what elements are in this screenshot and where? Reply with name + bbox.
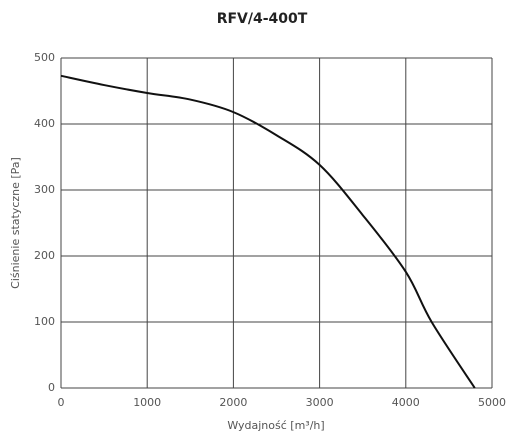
y-tick-label: 300 — [34, 183, 55, 196]
y-axis-title: Ciśnienie statyczne [Pa] — [9, 157, 22, 289]
y-tick-label: 500 — [34, 51, 55, 64]
y-tick-label: 400 — [34, 117, 55, 130]
x-tick-label: 5000 — [478, 396, 506, 409]
x-tick-label: 0 — [58, 396, 65, 409]
curve — [60, 74, 476, 389]
x-tick-label: 2000 — [219, 396, 247, 409]
y-tick-label: 0 — [48, 381, 55, 394]
chart-title: RFV/4-400T — [217, 11, 308, 27]
x-tick-label: 4000 — [392, 396, 420, 409]
x-tick-label: 3000 — [306, 396, 334, 409]
x-axis-title: Wydajność [m³/h] — [227, 419, 324, 432]
x-tick-label: 1000 — [133, 396, 161, 409]
y-tick-label: 200 — [34, 249, 55, 262]
y-tick-label: 100 — [34, 315, 55, 328]
